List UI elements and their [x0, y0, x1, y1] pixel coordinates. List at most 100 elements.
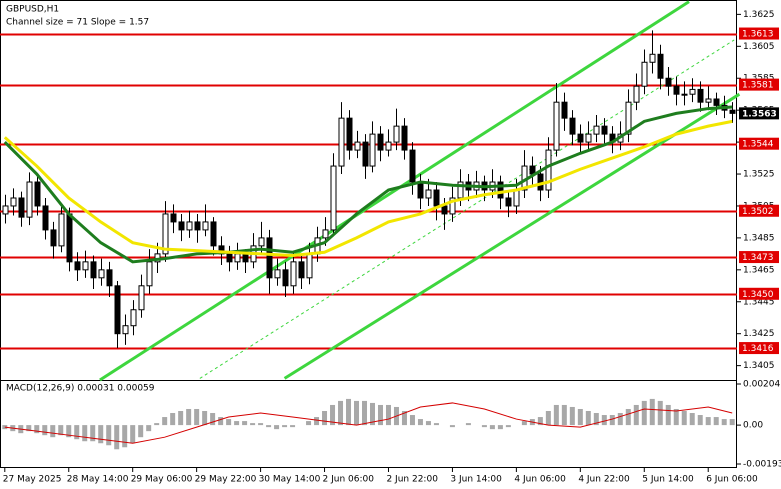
- candle-body: [545, 149, 552, 191]
- macd-bar: [489, 425, 495, 430]
- macd-bar: [425, 421, 431, 426]
- macd-bar: [705, 417, 711, 426]
- macd-bar: [314, 417, 320, 426]
- macd-bar: [210, 413, 216, 426]
- macd-bar: [537, 417, 543, 426]
- candle-body: [170, 213, 177, 223]
- level-label-box: [739, 137, 779, 150]
- y-tick-label: 1.3465: [743, 265, 775, 275]
- macd-y-tick-label: -0.00193: [743, 460, 781, 470]
- candle-body: [178, 221, 185, 231]
- macd-bar: [306, 421, 312, 426]
- macd-bar: [122, 425, 128, 448]
- candle-body: [34, 181, 41, 207]
- candle-body: [58, 213, 65, 247]
- candle-body: [433, 189, 440, 207]
- macd-bar: [401, 411, 407, 426]
- level-label-box: [739, 204, 779, 217]
- candle-body: [657, 53, 664, 79]
- macd-bar: [282, 425, 288, 428]
- candle-body: [561, 101, 568, 119]
- candle-body: [577, 133, 584, 143]
- level-label: 1.3613: [742, 30, 774, 40]
- level-label: 1.3473: [742, 253, 774, 263]
- candle-body: [569, 117, 576, 135]
- candle-body: [226, 253, 233, 263]
- candle-body: [449, 197, 456, 215]
- macd-bar: [449, 425, 455, 428]
- macd-bar: [585, 411, 591, 426]
- candle-body: [649, 53, 656, 63]
- candle-body: [377, 133, 384, 151]
- macd-bar: [114, 425, 120, 450]
- candle-body: [505, 197, 512, 207]
- y-tick-label: 1.3485: [743, 233, 775, 243]
- candle-body: [298, 261, 305, 279]
- candle-body: [585, 133, 592, 143]
- macd-bar: [633, 404, 639, 426]
- candle-body: [553, 101, 560, 151]
- level-label-box: [739, 342, 779, 355]
- candle-body: [625, 101, 632, 135]
- macd-bar: [377, 404, 383, 426]
- level-label: 1.3502: [742, 207, 774, 217]
- x-tick-label: 4 Jun 22:00: [578, 475, 630, 485]
- candle-body: [593, 125, 600, 135]
- macd-bar: [330, 404, 336, 426]
- macd-bar: [609, 415, 615, 426]
- macd-bar: [178, 411, 184, 426]
- x-tick-label: 5 Jun 14:00: [642, 475, 694, 485]
- macd-bar: [553, 404, 559, 426]
- candle-body: [362, 141, 369, 167]
- candle-body: [122, 325, 129, 335]
- macd-bar: [218, 417, 224, 426]
- candle-body: [697, 88, 704, 103]
- macd-bar: [50, 425, 56, 438]
- macd-bar: [601, 415, 607, 426]
- candle-body: [106, 269, 113, 287]
- level-label-box: [739, 78, 779, 91]
- macd-bar: [569, 406, 575, 426]
- candle-body: [457, 181, 464, 199]
- y-tick-label: 1.3445: [743, 297, 775, 307]
- level-label-box: [739, 251, 779, 264]
- macd-bar: [385, 404, 391, 426]
- macd-bar: [90, 425, 96, 442]
- candle-body: [234, 253, 241, 263]
- x-tick-label: 28 May 14:00: [67, 475, 129, 485]
- macd-bar: [186, 408, 192, 426]
- candle-body: [393, 125, 400, 143]
- macd-bar: [170, 413, 176, 426]
- macd-bar: [146, 425, 152, 432]
- x-tick-label: 29 May 06:00: [131, 475, 193, 485]
- level-label: 1.3581: [742, 81, 774, 91]
- macd-label: MACD(12,26,9) 0.00031 0.00059: [6, 384, 155, 394]
- x-tick-label: 3 Jun 14:00: [450, 475, 502, 485]
- macd-bar: [409, 415, 415, 426]
- macd-bar: [433, 423, 439, 426]
- macd-bar: [106, 425, 112, 446]
- candle-body: [665, 77, 672, 87]
- y-tick-label: 1.3525: [743, 170, 775, 180]
- candle-body: [74, 261, 81, 271]
- macd-bar: [665, 404, 671, 426]
- macd-bar: [354, 400, 360, 426]
- candle-body: [258, 237, 265, 247]
- candle-body: [306, 253, 313, 279]
- y-tick-label: 1.3605: [743, 42, 775, 52]
- macd-bar: [593, 413, 599, 426]
- x-tick-label: 4 Jun 06:00: [514, 475, 566, 485]
- candle-body: [330, 165, 337, 231]
- macd-bar: [74, 425, 80, 440]
- x-tick-label: 6 Jun 06:00: [706, 475, 758, 485]
- macd-bar: [497, 425, 503, 430]
- x-tick-label: 2 Jun 06:00: [323, 475, 375, 485]
- macd-bar: [697, 415, 703, 426]
- candle-body: [441, 205, 448, 215]
- macd-bar: [689, 413, 695, 426]
- macd-bar: [42, 425, 48, 436]
- macd-bar: [641, 400, 647, 426]
- candle-body: [417, 181, 424, 199]
- macd-bar: [194, 408, 200, 426]
